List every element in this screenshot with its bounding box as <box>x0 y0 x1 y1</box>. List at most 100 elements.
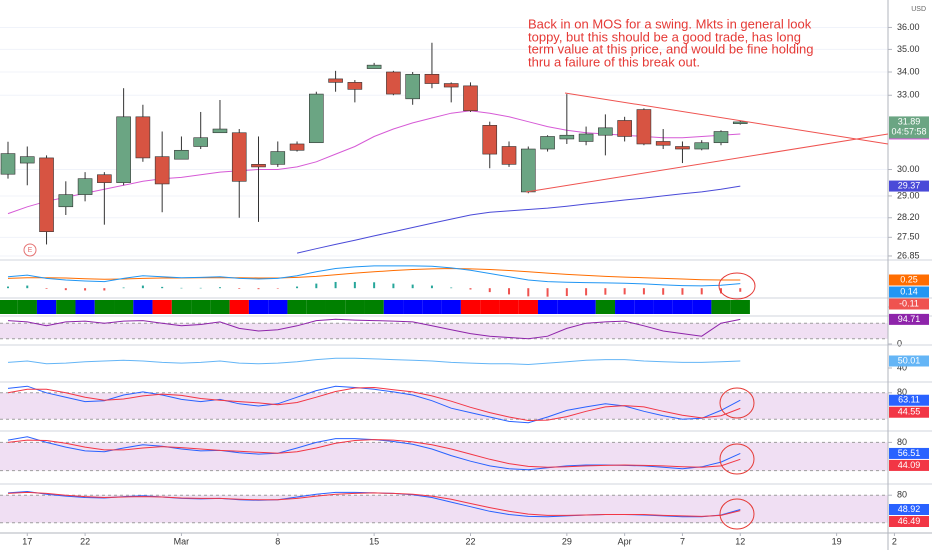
histogram-bar <box>488 288 491 293</box>
state-cell <box>210 300 230 314</box>
state-cell <box>36 300 57 314</box>
x-tick-label: 8 <box>275 536 280 546</box>
candle-body <box>405 73 420 100</box>
value-tag <box>889 459 929 471</box>
state-cell <box>518 300 538 314</box>
value-tag <box>889 394 929 406</box>
histogram-bar <box>84 288 87 291</box>
earnings-label: E <box>28 247 33 254</box>
state-cell <box>191 300 211 314</box>
x-tick-label: 29 <box>562 536 572 546</box>
candle-body <box>135 116 151 159</box>
candle-body <box>520 148 536 193</box>
histogram-bar <box>180 287 183 289</box>
candle-body <box>97 174 112 183</box>
state-cell <box>171 300 192 314</box>
state-cell <box>325 300 346 314</box>
indicator-line <box>7 357 741 366</box>
band <box>0 495 888 523</box>
histogram-bar <box>334 281 337 289</box>
state-cell <box>422 300 442 314</box>
histogram-bar <box>218 287 221 289</box>
x-tick-label: 12 <box>735 536 745 546</box>
y-tick-label: 26.85 <box>897 250 920 260</box>
candle-body <box>559 134 575 140</box>
histogram-bar <box>604 288 607 295</box>
candle-body <box>675 146 690 150</box>
y-tick-label: 29.00 <box>897 190 920 200</box>
value-tag <box>889 116 929 139</box>
candle-body <box>39 157 54 232</box>
state-cell <box>537 300 558 314</box>
state-cell <box>576 300 596 314</box>
histogram-bar <box>103 288 106 291</box>
candle-body <box>655 141 671 146</box>
histogram-bar <box>7 286 9 289</box>
x-tick-label: 22 <box>465 536 475 546</box>
histogram-bar <box>739 288 742 292</box>
candle-body <box>694 142 710 150</box>
state-cell <box>615 300 635 314</box>
state-cell <box>499 300 519 314</box>
x-tick-label: 15 <box>369 536 379 546</box>
histogram-bar <box>700 288 703 295</box>
histogram-bar <box>585 288 588 296</box>
value-tag <box>889 406 929 418</box>
x-tick-label: Apr <box>618 536 632 546</box>
state-cell <box>345 300 365 314</box>
indicator-line <box>7 265 741 287</box>
state-cell <box>114 300 134 314</box>
histogram-bar <box>527 288 530 297</box>
annotation-line: thru a failure of this break out. <box>528 54 700 69</box>
y-tick-label: 30.00 <box>897 164 920 174</box>
state-cell <box>94 300 115 314</box>
y-tick-label: 80 <box>897 437 907 447</box>
histogram-bar <box>315 283 318 289</box>
state-cell <box>460 300 481 314</box>
y-tick-label: 35.00 <box>897 44 920 54</box>
plot-layer: 36.00 35.00 34.00 33.00 30.00 29.00 28.20 27.50… <box>0 22 932 546</box>
band <box>0 323 888 339</box>
histogram-bar <box>238 288 241 289</box>
candle-body <box>58 194 74 208</box>
state-cell <box>133 300 153 314</box>
y-tick-label: 33.00 <box>897 90 920 100</box>
annotation-line: toppy, but this should be a good trade, … <box>528 29 801 44</box>
annotation-line: Back in on MOS for a swing. Mkts in gene… <box>528 16 812 31</box>
candle-body <box>617 120 632 137</box>
histogram-bar <box>141 285 144 289</box>
y-tick-label: 34.00 <box>897 66 920 76</box>
candle-body <box>251 164 266 168</box>
candle-body <box>598 127 613 136</box>
x-tick-label: 19 <box>832 536 842 546</box>
histogram-bar <box>276 288 279 289</box>
earnings-marker <box>23 243 37 257</box>
histogram-bar <box>373 282 376 289</box>
indicator-line <box>296 185 741 254</box>
value-tags: 31.429.3731.8904:57:580.250.14-0.1194.71… <box>889 116 929 527</box>
value-tag-label: 94.71 <box>898 314 921 324</box>
value-tag-label: 46.49 <box>898 516 921 526</box>
candle-body <box>19 156 35 164</box>
value-tag-label: 56.51 <box>898 448 921 458</box>
indicator-line <box>7 386 741 422</box>
state-cell <box>672 300 693 314</box>
histogram-bar <box>681 288 684 295</box>
histogram-bar <box>64 288 67 291</box>
histogram-bar <box>392 283 395 289</box>
value-tag-label: 29.37 <box>898 180 921 190</box>
annotation-line: term value at this price, and would be f… <box>528 41 813 56</box>
candle-body <box>289 143 305 151</box>
value-tag-label: 0.14 <box>900 286 918 296</box>
value-tag-label: 48.92 <box>898 504 921 514</box>
state-cell <box>383 300 404 314</box>
state-cell <box>306 300 326 314</box>
histogram-bar <box>26 285 29 289</box>
state-cell <box>403 300 423 314</box>
histogram-bar <box>565 288 568 297</box>
candle-body <box>713 131 729 144</box>
state-cell <box>480 300 500 314</box>
indicator-line <box>7 439 741 468</box>
y-tick-label: 80 <box>897 387 907 397</box>
